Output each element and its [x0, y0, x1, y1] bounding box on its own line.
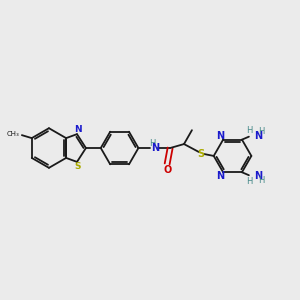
Text: N: N	[74, 125, 82, 134]
Text: N: N	[254, 171, 262, 181]
Text: H: H	[149, 139, 155, 148]
Text: H: H	[259, 127, 265, 136]
Text: N: N	[216, 131, 224, 141]
Text: S: S	[75, 162, 81, 171]
Text: H: H	[246, 177, 252, 186]
Text: CH₃: CH₃	[6, 131, 19, 137]
Text: N: N	[216, 171, 224, 181]
Text: S: S	[197, 149, 204, 159]
Text: N: N	[254, 131, 262, 141]
Text: H: H	[259, 176, 265, 185]
Text: O: O	[163, 165, 171, 175]
Text: H: H	[246, 126, 252, 135]
Text: N: N	[151, 143, 159, 153]
